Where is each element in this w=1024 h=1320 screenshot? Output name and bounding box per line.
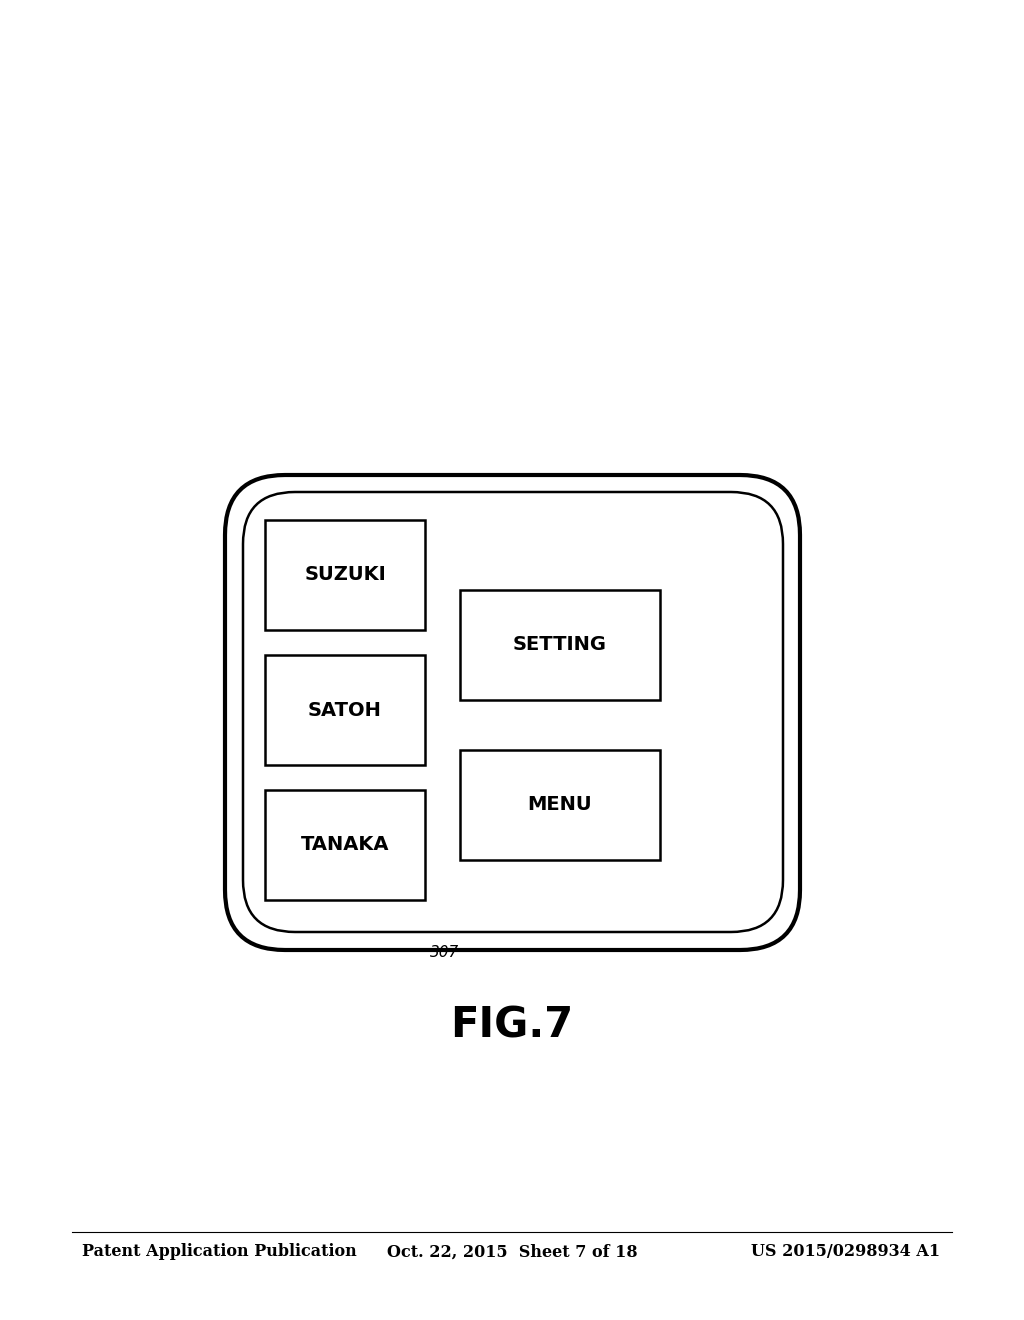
FancyBboxPatch shape (460, 590, 660, 700)
Text: MENU: MENU (527, 796, 592, 814)
Text: Patent Application Publication: Patent Application Publication (82, 1243, 356, 1261)
FancyBboxPatch shape (265, 655, 425, 766)
FancyBboxPatch shape (460, 750, 660, 861)
FancyBboxPatch shape (225, 475, 800, 950)
FancyBboxPatch shape (265, 789, 425, 900)
Text: SETTING: SETTING (513, 635, 607, 655)
Text: FIG.7: FIG.7 (451, 1005, 573, 1045)
Text: 307: 307 (430, 945, 459, 960)
Text: TANAKA: TANAKA (301, 836, 389, 854)
Text: SUZUKI: SUZUKI (304, 565, 386, 585)
Text: Oct. 22, 2015  Sheet 7 of 18: Oct. 22, 2015 Sheet 7 of 18 (387, 1243, 637, 1261)
FancyBboxPatch shape (265, 520, 425, 630)
Text: SATOH: SATOH (308, 701, 382, 719)
Text: US 2015/0298934 A1: US 2015/0298934 A1 (751, 1243, 940, 1261)
